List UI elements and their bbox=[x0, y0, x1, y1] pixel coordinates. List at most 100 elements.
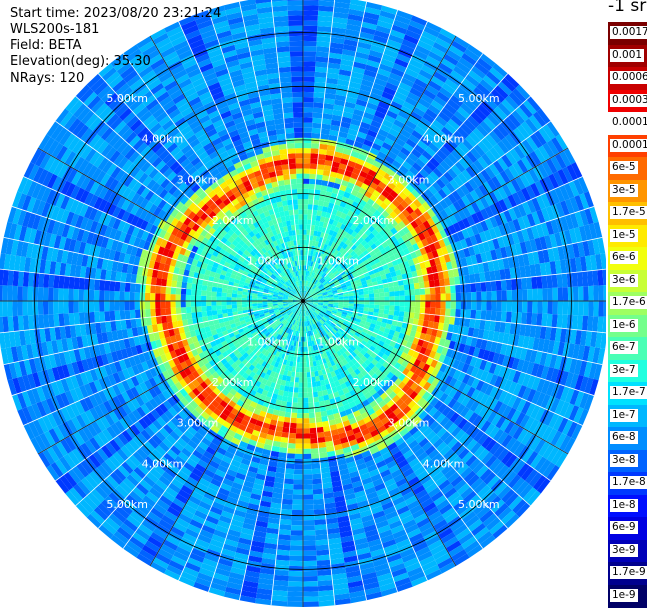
data-cell bbox=[282, 499, 293, 505]
data-cell bbox=[310, 433, 318, 439]
data-cell bbox=[303, 505, 314, 510]
data-cell bbox=[486, 311, 492, 321]
data-cell bbox=[299, 383, 304, 388]
data-cell bbox=[430, 308, 436, 315]
data-cell bbox=[385, 301, 390, 306]
data-cell bbox=[497, 291, 502, 301]
data-cell bbox=[314, 402, 320, 408]
data-cell bbox=[303, 520, 315, 525]
data-cell bbox=[359, 301, 364, 304]
data-cell bbox=[290, 540, 303, 545]
data-cell bbox=[303, 581, 318, 587]
data-cell bbox=[385, 297, 390, 302]
data-cell bbox=[303, 439, 311, 444]
data-cell bbox=[384, 305, 389, 310]
data-cell bbox=[364, 298, 369, 302]
data-cell bbox=[526, 277, 532, 289]
data-cell bbox=[430, 287, 436, 294]
data-cell bbox=[384, 287, 390, 292]
data-cell bbox=[294, 469, 303, 474]
data-cell bbox=[287, 596, 303, 602]
data-cell bbox=[303, 347, 306, 352]
data-cell bbox=[441, 301, 446, 309]
data-cell bbox=[405, 295, 410, 301]
data-cell bbox=[283, 484, 293, 490]
data-cell bbox=[303, 41, 317, 46]
data-cell bbox=[446, 301, 451, 309]
data-cell bbox=[506, 279, 512, 290]
data-cell bbox=[303, 51, 316, 56]
data-cell bbox=[303, 10, 318, 16]
data-cell bbox=[295, 444, 303, 449]
data-cell bbox=[317, 391, 323, 397]
data-cell bbox=[303, 31, 317, 37]
data-cell bbox=[285, 412, 292, 418]
data-cell bbox=[303, 571, 317, 577]
data-cell bbox=[296, 433, 303, 438]
data-cell bbox=[312, 118, 322, 124]
data-cell bbox=[303, 367, 307, 372]
data-cell bbox=[369, 297, 374, 301]
data-cell bbox=[303, 61, 316, 66]
data-cell bbox=[389, 310, 395, 315]
data-cell bbox=[294, 464, 303, 469]
data-cell bbox=[309, 184, 315, 190]
data-cell bbox=[287, 602, 303, 608]
data-cell bbox=[568, 301, 574, 315]
data-cell bbox=[303, 540, 316, 545]
data-cell bbox=[303, 168, 310, 173]
data-cell bbox=[311, 448, 319, 454]
data-cell bbox=[394, 286, 400, 292]
data-cell bbox=[288, 438, 296, 444]
data-cell bbox=[588, 286, 594, 301]
data-cell bbox=[288, 576, 303, 582]
data-cell bbox=[541, 275, 547, 288]
data-cell bbox=[470, 283, 476, 292]
data-cell bbox=[303, 393, 308, 398]
data-cell bbox=[439, 315, 445, 323]
data-cell bbox=[502, 290, 507, 301]
data-cell bbox=[312, 468, 321, 474]
data-cell bbox=[317, 159, 325, 165]
data-cell bbox=[414, 313, 420, 320]
data-cell bbox=[502, 301, 507, 312]
data-cell bbox=[374, 309, 380, 314]
data-cell bbox=[292, 402, 298, 408]
data-cell bbox=[548, 288, 553, 301]
data-cell bbox=[287, 397, 293, 403]
data-cell bbox=[593, 301, 599, 317]
data-cell bbox=[429, 280, 435, 287]
data-cell bbox=[430, 294, 435, 301]
data-cell bbox=[303, 230, 307, 235]
data-cell bbox=[455, 285, 461, 294]
data-cell bbox=[471, 292, 476, 301]
data-cell bbox=[310, 164, 318, 170]
data-cell bbox=[522, 301, 527, 313]
data-cell bbox=[512, 290, 517, 301]
data-cell bbox=[283, 391, 289, 397]
data-cell bbox=[456, 301, 461, 309]
data-cell bbox=[303, 342, 305, 347]
data-cell bbox=[303, 214, 308, 219]
data-cell bbox=[303, 469, 312, 474]
data-cell bbox=[303, 46, 316, 51]
data-cell bbox=[441, 294, 446, 302]
data-cell bbox=[578, 286, 584, 301]
data-cell bbox=[563, 301, 569, 315]
data-cell bbox=[303, 194, 309, 199]
data-cell bbox=[293, 484, 303, 489]
data-cell bbox=[316, 57, 329, 63]
data-cell bbox=[313, 489, 323, 495]
data-cell bbox=[507, 301, 512, 312]
data-cell bbox=[282, 494, 293, 500]
data-cell bbox=[293, 489, 303, 494]
data-cell bbox=[288, 591, 304, 597]
data-cell bbox=[310, 158, 318, 164]
data-cell bbox=[303, 525, 315, 530]
data-cell bbox=[491, 291, 496, 301]
data-cell bbox=[289, 561, 303, 567]
data-cell bbox=[563, 287, 569, 301]
data-cell bbox=[456, 293, 461, 301]
data-cell bbox=[303, 72, 315, 77]
data-cell bbox=[303, 26, 317, 32]
